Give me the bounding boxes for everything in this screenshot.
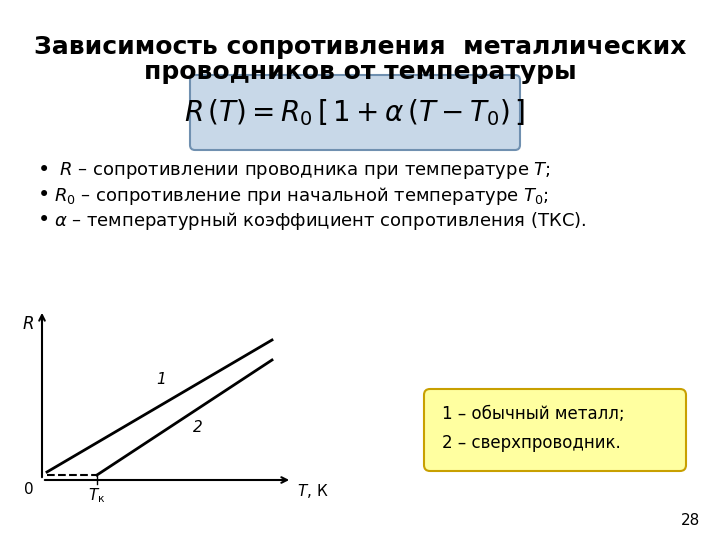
Text: 2: 2	[194, 420, 203, 435]
Text: 1: 1	[156, 373, 166, 387]
Text: $T_\mathrm{к}$: $T_\mathrm{к}$	[89, 486, 106, 505]
FancyBboxPatch shape	[190, 75, 520, 150]
Text: $R_0$ – сопротивление при начальной температуре $T_0$;: $R_0$ – сопротивление при начальной темп…	[54, 185, 549, 207]
Text: •: •	[38, 210, 50, 230]
Text: 28: 28	[680, 513, 700, 528]
Text: $R$ – сопротивлении проводника при температуре $T$;: $R$ – сопротивлении проводника при темпе…	[54, 160, 551, 181]
Text: $R\,(T) = R_0\,\left[\,1 + \alpha\,(T - T_0)\,\right]$: $R\,(T) = R_0\,\left[\,1 + \alpha\,(T - …	[184, 97, 526, 128]
FancyBboxPatch shape	[424, 389, 686, 471]
Text: Зависимость сопротивления  металлических: Зависимость сопротивления металлических	[34, 35, 686, 59]
Text: $T$, К: $T$, К	[297, 482, 328, 500]
Text: 0: 0	[24, 482, 34, 497]
Text: •: •	[38, 160, 50, 180]
Text: •: •	[38, 185, 50, 205]
Text: проводников от температуры: проводников от температуры	[144, 60, 576, 84]
Text: 1 – обычный металл;
2 – сверхпроводник.: 1 – обычный металл; 2 – сверхпроводник.	[442, 405, 625, 452]
Text: $\alpha$ – температурный коэффициент сопротивления (ТКС).: $\alpha$ – температурный коэффициент соп…	[54, 210, 587, 232]
Text: $R$: $R$	[22, 315, 34, 333]
